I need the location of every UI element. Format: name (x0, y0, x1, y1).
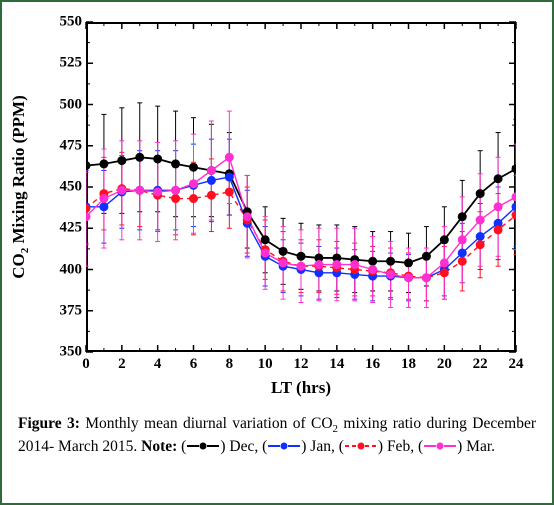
x-tick-label: 6 (190, 356, 198, 373)
plot-svg (10, 10, 548, 410)
y-tick-label: 500 (22, 96, 82, 113)
x-tick-label: 22 (473, 356, 488, 373)
x-tick-label: 10 (258, 356, 273, 373)
figure-label: Figure 3: (18, 415, 80, 432)
legend-text-feb: Feb, (387, 438, 414, 455)
figure-caption: Figure 3: Monthly mean diurnal variation… (18, 414, 536, 458)
note-label: Note: (141, 438, 177, 455)
chart-area: CO2 Mixing Ratio (PPM) LT (hrs) 35037540… (10, 10, 548, 410)
y-tick-label: 425 (22, 220, 82, 237)
x-tick-label: 14 (329, 356, 344, 373)
legend-swatch-dec (186, 437, 220, 458)
legend-swatch-mar (423, 437, 457, 458)
x-tick-label: 16 (365, 356, 380, 373)
y-tick-label: 550 (22, 14, 82, 31)
figure-frame: CO2 Mixing Ratio (PPM) LT (hrs) 35037540… (0, 0, 554, 505)
y-tick-label: 525 (22, 55, 82, 72)
caption-subscript: 2 (333, 423, 339, 435)
legend-swatch-jan (267, 437, 301, 458)
y-tick-label: 450 (22, 179, 82, 196)
x-tick-label: 8 (226, 356, 234, 373)
y-tick-label: 375 (22, 302, 82, 319)
x-tick-label: 4 (154, 356, 162, 373)
x-tick-label: 20 (437, 356, 452, 373)
x-tick-label: 0 (82, 356, 90, 373)
x-tick-label: 24 (509, 356, 524, 373)
y-tick-label: 400 (22, 261, 82, 278)
x-tick-label: 18 (401, 356, 416, 373)
legend-text-mar: Mar. (466, 438, 495, 455)
y-tick-label: 350 (22, 344, 82, 361)
legend-swatch-feb (344, 437, 378, 458)
x-tick-label: 2 (118, 356, 126, 373)
x-tick-label: 12 (294, 356, 309, 373)
legend-text-dec: Dec, (229, 438, 258, 455)
y-tick-label: 475 (22, 137, 82, 154)
legend-text-jan: Jan, (310, 438, 335, 455)
